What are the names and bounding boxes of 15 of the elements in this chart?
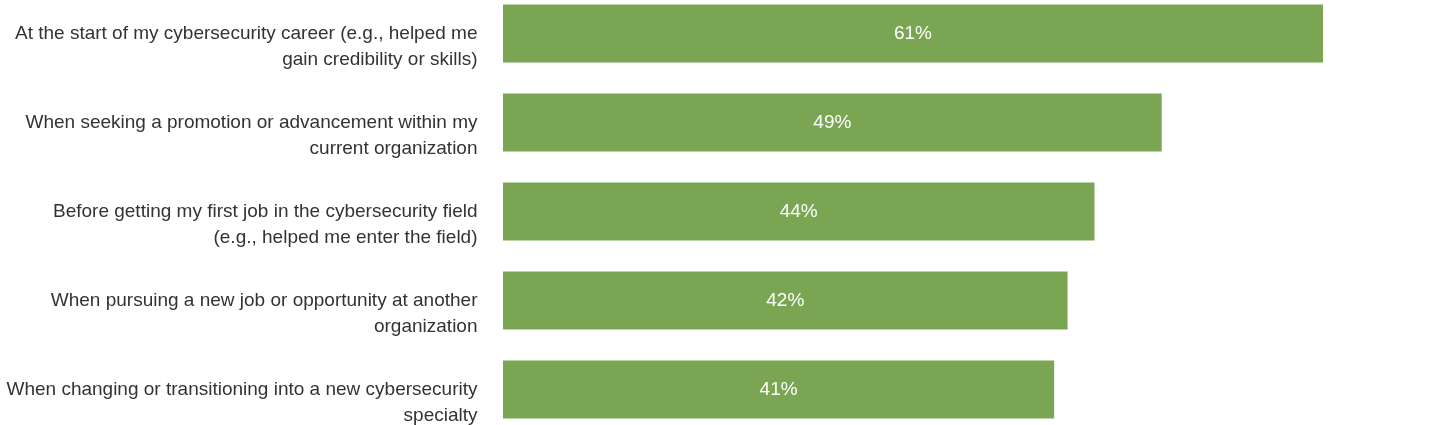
y-tick-label: When pursuing a new job or opportunity at another organization (50, 289, 479, 337)
y-tick-label: When seeking a promotion or advancement within my current organization (25, 111, 478, 159)
bar (503, 271, 1068, 330)
data-label: 44% (779, 200, 818, 222)
y-tick-label: When changing or transitioning into a new cybersecurity specialty (6, 378, 478, 425)
data-label: 41% (759, 378, 798, 400)
bar (503, 360, 1055, 419)
bar (503, 182, 1095, 241)
y-tick-label: At the start of my cybersecurity career (e.g., helped me gain credibility or skills) (14, 22, 478, 70)
bar (503, 4, 1323, 63)
y-tick-label: Before getting my first job in the cybersecurity field (e.g., helped me enter the field) (52, 200, 478, 248)
bar (503, 93, 1162, 152)
data-label: 49% (813, 111, 852, 133)
data-label: 61% (893, 22, 933, 44)
data-label: 42% (766, 289, 805, 311)
